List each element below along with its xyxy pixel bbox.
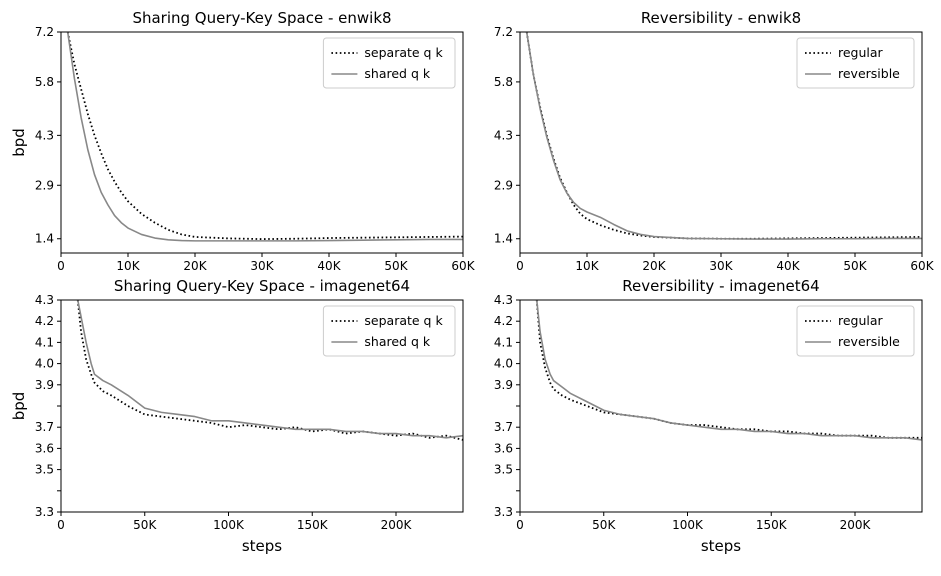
x-tick-label: 50K xyxy=(384,259,408,273)
x-axis-label: steps xyxy=(701,537,741,555)
x-tick-label: 0 xyxy=(57,518,65,532)
y-tick-label: 3.7 xyxy=(35,420,54,434)
x-tick-label: 0 xyxy=(516,259,524,273)
x-tick-label: 50K xyxy=(843,259,867,273)
x-tick-label: 150K xyxy=(297,518,329,532)
x-tick-label: 20K xyxy=(642,259,666,273)
y-tick-label: 4.0 xyxy=(35,357,54,371)
y-tick-label: 3.5 xyxy=(494,463,513,477)
legend-label-0: regular xyxy=(838,313,884,328)
y-axis-label: bpd xyxy=(10,128,28,157)
series-line-1 xyxy=(76,300,463,439)
x-tick-label: 200K xyxy=(381,518,413,532)
x-tick-label: 200K xyxy=(840,518,872,532)
y-tick-label: 1.4 xyxy=(494,232,513,246)
chart-panel-2: 0 50K 100K 150K 200K 3.3 3.5 3.6 3.7 3.9 4.0 4.1 4.2… xyxy=(10,277,464,555)
series-line-1 xyxy=(525,32,922,240)
y-tick-label: 3.3 xyxy=(35,505,54,519)
chart-title: Sharing Query-Key Space - imagenet64 xyxy=(114,277,410,295)
y-tick-label: 2.9 xyxy=(494,178,513,192)
chart-title: Reversibility - enwik8 xyxy=(641,9,801,27)
legend: separate q k shared q k xyxy=(322,305,456,357)
x-tick-label: 40K xyxy=(317,259,341,273)
legend-box xyxy=(322,37,456,89)
x-tick-label: 50K xyxy=(592,518,616,532)
x-tick-label: 150K xyxy=(756,518,788,532)
x-tick-label: 0 xyxy=(57,259,65,273)
series-line-0 xyxy=(76,300,463,441)
y-tick-label: 1.4 xyxy=(35,232,54,246)
y-axis-label: bpd xyxy=(10,392,28,421)
series-line-0 xyxy=(66,32,463,240)
y-tick-label: 4.0 xyxy=(494,357,513,371)
x-tick-label: 10K xyxy=(116,259,140,273)
legend-label-0: separate q k xyxy=(364,45,443,60)
x-tick-label: 30K xyxy=(709,259,733,273)
y-tick-label: 5.8 xyxy=(35,75,54,89)
y-tick-label: 4.1 xyxy=(35,335,54,349)
legend-box xyxy=(796,37,915,89)
y-tick-label: 3.7 xyxy=(494,420,513,434)
legend: regular reversible xyxy=(796,37,915,89)
x-tick-label: 60K xyxy=(910,259,934,273)
legend-label-1: reversible xyxy=(838,334,900,349)
legend-label-0: regular xyxy=(838,45,884,60)
legend-label-0: separate q k xyxy=(364,313,443,328)
chart-title: Sharing Query-Key Space - enwik8 xyxy=(132,9,391,27)
chart-panel-0: 0 10K 20K 30K 40K 50K 60K 1.4 2.9 4.3 5.8 7.2 Sharin… xyxy=(10,9,476,273)
x-tick-label: 10K xyxy=(575,259,599,273)
legend: separate q k shared q k xyxy=(322,37,456,89)
legend-label-1: shared q k xyxy=(364,66,430,81)
y-tick-label: 4.2 xyxy=(35,314,54,328)
legend-box xyxy=(796,305,915,357)
y-tick-label: 3.3 xyxy=(494,505,513,519)
y-tick-label: 4.1 xyxy=(494,335,513,349)
x-tick-label: 100K xyxy=(672,518,704,532)
y-tick-label: 4.3 xyxy=(35,293,54,307)
y-tick-label: 4.3 xyxy=(494,128,513,142)
y-tick-label: 3.6 xyxy=(494,441,513,455)
x-tick-label: 40K xyxy=(776,259,800,273)
legend-box xyxy=(322,305,456,357)
x-tick-label: 60K xyxy=(451,259,475,273)
x-axis-label: steps xyxy=(242,537,282,555)
y-tick-label: 2.9 xyxy=(35,178,54,192)
x-tick-label: 50K xyxy=(133,518,157,532)
y-tick-label: 3.5 xyxy=(35,463,54,477)
x-tick-label: 0 xyxy=(516,518,524,532)
legend-label-1: reversible xyxy=(838,66,900,81)
x-tick-label: 30K xyxy=(250,259,274,273)
y-tick-label: 4.2 xyxy=(494,314,513,328)
series-line-1 xyxy=(66,32,463,242)
legend-label-1: shared q k xyxy=(364,334,430,349)
y-tick-label: 3.9 xyxy=(35,378,54,392)
y-tick-label: 3.9 xyxy=(494,378,513,392)
chart-title: Reversibility - imagenet64 xyxy=(622,277,819,295)
legend: regular reversible xyxy=(796,305,915,357)
y-tick-label: 4.3 xyxy=(35,128,54,142)
series-line-1 xyxy=(535,300,922,441)
y-tick-label: 7.2 xyxy=(494,25,513,39)
x-tick-label: 100K xyxy=(213,518,245,532)
chart-panel-3: 0 50K 100K 150K 200K 3.3 3.5 3.6 3.7 3.9 4.0 4.1 4.2… xyxy=(494,277,923,555)
x-tick-label: 20K xyxy=(183,259,207,273)
y-tick-label: 3.6 xyxy=(35,441,54,455)
chart-panel-1: 0 10K 20K 30K 40K 50K 60K 1.4 2.9 4.3 5.8 7.2 Revers… xyxy=(494,9,935,273)
y-tick-label: 7.2 xyxy=(35,25,54,39)
y-tick-label: 5.8 xyxy=(494,75,513,89)
y-tick-label: 4.3 xyxy=(494,293,513,307)
